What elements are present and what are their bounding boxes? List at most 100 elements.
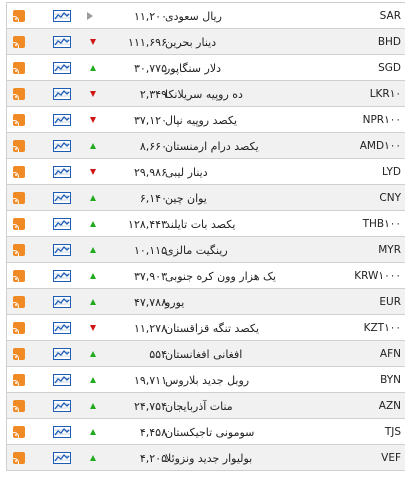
rate-value: ۴۷,۷۸۸	[133, 295, 167, 309]
rate-row: ۲۴,۷۵۴ منات آذربایجان AZN	[7, 393, 405, 419]
rss-link[interactable]	[13, 315, 29, 341]
rss-link[interactable]	[13, 393, 29, 419]
rss-icon	[13, 114, 25, 126]
trend-indicator	[87, 263, 99, 289]
rate-value: ۱۱,۲۷۸	[133, 321, 167, 335]
currency-code: TJS	[384, 426, 401, 438]
chart-icon	[53, 36, 71, 48]
trend-indicator	[87, 55, 99, 81]
rate-row: ۱۹,۷۱۱ روبل جدید بلاروس BYN	[7, 367, 405, 393]
rss-link[interactable]	[13, 445, 29, 471]
rss-link[interactable]	[13, 159, 29, 185]
arrow-up-icon	[90, 221, 96, 227]
chart-link[interactable]	[53, 107, 73, 133]
rss-link[interactable]	[13, 185, 29, 211]
trend-indicator	[87, 237, 99, 263]
currency-name: ریال سعودی	[165, 9, 222, 23]
chart-link[interactable]	[53, 159, 73, 185]
chart-link[interactable]	[53, 237, 73, 263]
rate-value: ۲۴,۷۵۴	[133, 399, 167, 413]
currency-name: یوان چین	[165, 191, 207, 205]
rss-icon	[13, 452, 25, 464]
chart-link[interactable]	[53, 55, 73, 81]
rss-link[interactable]	[13, 133, 29, 159]
chart-link[interactable]	[53, 445, 73, 471]
rate-value: ۶,۱۴۰	[139, 191, 167, 205]
chart-link[interactable]	[53, 367, 73, 393]
currency-name: منات آذربایجان	[165, 399, 233, 413]
chart-link[interactable]	[53, 211, 73, 237]
rss-icon	[13, 36, 25, 48]
arrow-up-icon	[90, 65, 96, 71]
currency-name: سومونی تاجیکستان	[165, 425, 255, 439]
chart-link[interactable]	[53, 185, 73, 211]
rss-icon	[13, 166, 25, 178]
rss-link[interactable]	[13, 367, 29, 393]
chart-icon	[53, 10, 71, 22]
arrow-up-icon	[90, 273, 96, 279]
chart-link[interactable]	[53, 341, 73, 367]
chart-icon	[53, 374, 71, 386]
currency-code: THB۱۰۰	[362, 218, 401, 230]
rss-icon	[13, 218, 25, 230]
currency-name: یک هزار وون کره جنوبی	[165, 269, 276, 283]
chart-link[interactable]	[53, 393, 73, 419]
rss-link[interactable]	[13, 55, 29, 81]
rate-row: ۳۷,۱۲۰ یکصد روپیه نپال NPR۱۰۰	[7, 107, 405, 133]
chart-icon	[53, 426, 71, 438]
trend-indicator	[87, 341, 99, 367]
arrow-up-icon	[90, 351, 96, 357]
rate-row: ۴,۴۵۸ سومونی تاجیکستان TJS	[7, 419, 405, 445]
rss-link[interactable]	[13, 419, 29, 445]
chart-link[interactable]	[53, 419, 73, 445]
rss-icon	[13, 140, 25, 152]
chart-link[interactable]	[53, 315, 73, 341]
currency-name: روبل جدید بلاروس	[165, 373, 250, 387]
currency-name: یکصد بات تایلند	[165, 217, 236, 231]
rss-icon	[13, 10, 25, 22]
chart-icon	[53, 452, 71, 464]
currency-code: AFN	[379, 348, 401, 360]
currency-name: بولیوار جدید ونزوئلا	[165, 451, 253, 465]
chart-icon	[53, 192, 71, 204]
rss-link[interactable]	[13, 237, 29, 263]
rate-value: ۱۰,۱۱۵	[133, 243, 167, 257]
trend-indicator	[87, 367, 99, 393]
rss-link[interactable]	[13, 29, 29, 55]
chart-icon	[53, 244, 71, 256]
rss-link[interactable]	[13, 341, 29, 367]
chart-link[interactable]	[53, 3, 73, 29]
rss-link[interactable]	[13, 3, 29, 29]
trend-indicator	[87, 211, 99, 237]
arrow-down-icon	[90, 91, 96, 97]
rss-link[interactable]	[13, 211, 29, 237]
chart-link[interactable]	[53, 263, 73, 289]
currency-name: یکصد تنگه قزاقستان	[165, 321, 259, 335]
chart-icon	[53, 114, 71, 126]
currency-name: دینار لیبی	[165, 165, 208, 179]
chart-link[interactable]	[53, 133, 73, 159]
rss-link[interactable]	[13, 263, 29, 289]
trend-indicator	[87, 419, 99, 445]
rate-row: ۳۰,۷۷۵ دلار سنگاپور SGD	[7, 55, 405, 81]
rate-value: ۳۰,۷۷۵	[133, 61, 167, 75]
currency-code: AMD۱۰۰	[359, 140, 401, 152]
chart-icon	[53, 348, 71, 360]
currency-name: یکصد روپیه نپال	[165, 113, 238, 127]
chart-link[interactable]	[53, 29, 73, 55]
rss-link[interactable]	[13, 289, 29, 315]
arrow-up-icon	[90, 455, 96, 461]
rss-link[interactable]	[13, 81, 29, 107]
arrow-down-icon	[90, 39, 96, 45]
chart-link[interactable]	[53, 289, 73, 315]
rss-link[interactable]	[13, 107, 29, 133]
arrow-up-icon	[90, 429, 96, 435]
chart-link[interactable]	[53, 81, 73, 107]
trend-indicator	[87, 289, 99, 315]
rss-icon	[13, 296, 25, 308]
currency-code: BYN	[380, 374, 401, 386]
currency-name: ده روپیه سریلانکا	[165, 87, 243, 101]
rss-icon	[13, 374, 25, 386]
arrow-down-icon	[90, 117, 96, 123]
rss-icon	[13, 270, 25, 282]
